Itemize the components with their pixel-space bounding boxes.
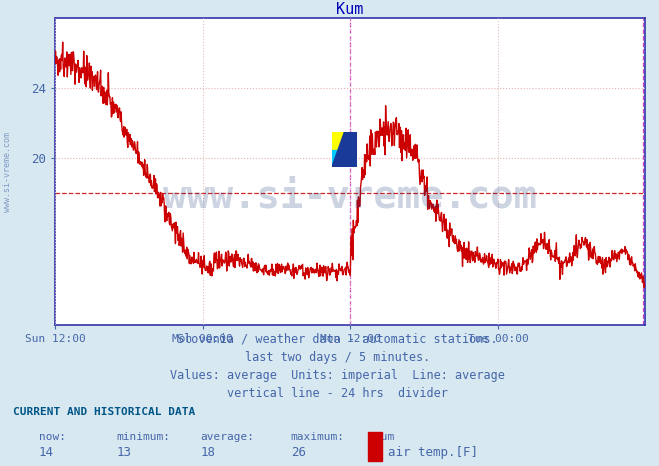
Text: CURRENT AND HISTORICAL DATA: CURRENT AND HISTORICAL DATA <box>13 407 195 417</box>
Text: average:: average: <box>200 432 254 441</box>
Polygon shape <box>332 150 345 167</box>
Text: last two days / 5 minutes.: last two days / 5 minutes. <box>245 351 430 364</box>
Text: www.si-vreme.com: www.si-vreme.com <box>163 177 537 215</box>
Bar <box>368 432 382 461</box>
Text: Kum: Kum <box>375 432 395 441</box>
Text: 14: 14 <box>39 446 54 459</box>
Title: Kum: Kum <box>336 2 364 17</box>
Text: maximum:: maximum: <box>291 432 345 441</box>
Polygon shape <box>332 132 345 167</box>
Text: 18: 18 <box>200 446 215 459</box>
Text: Values: average  Units: imperial  Line: average: Values: average Units: imperial Line: av… <box>170 369 505 382</box>
Text: air temp.[F]: air temp.[F] <box>387 446 478 459</box>
Polygon shape <box>332 132 345 150</box>
Text: Slovenia / weather data - automatic stations.: Slovenia / weather data - automatic stat… <box>177 333 498 346</box>
Text: minimum:: minimum: <box>117 432 171 441</box>
Text: now:: now: <box>39 432 66 441</box>
Polygon shape <box>345 132 357 167</box>
Text: 13: 13 <box>117 446 131 459</box>
Text: 26: 26 <box>291 446 306 459</box>
Text: vertical line - 24 hrs  divider: vertical line - 24 hrs divider <box>227 387 448 400</box>
Text: www.si-vreme.com: www.si-vreme.com <box>3 131 13 212</box>
